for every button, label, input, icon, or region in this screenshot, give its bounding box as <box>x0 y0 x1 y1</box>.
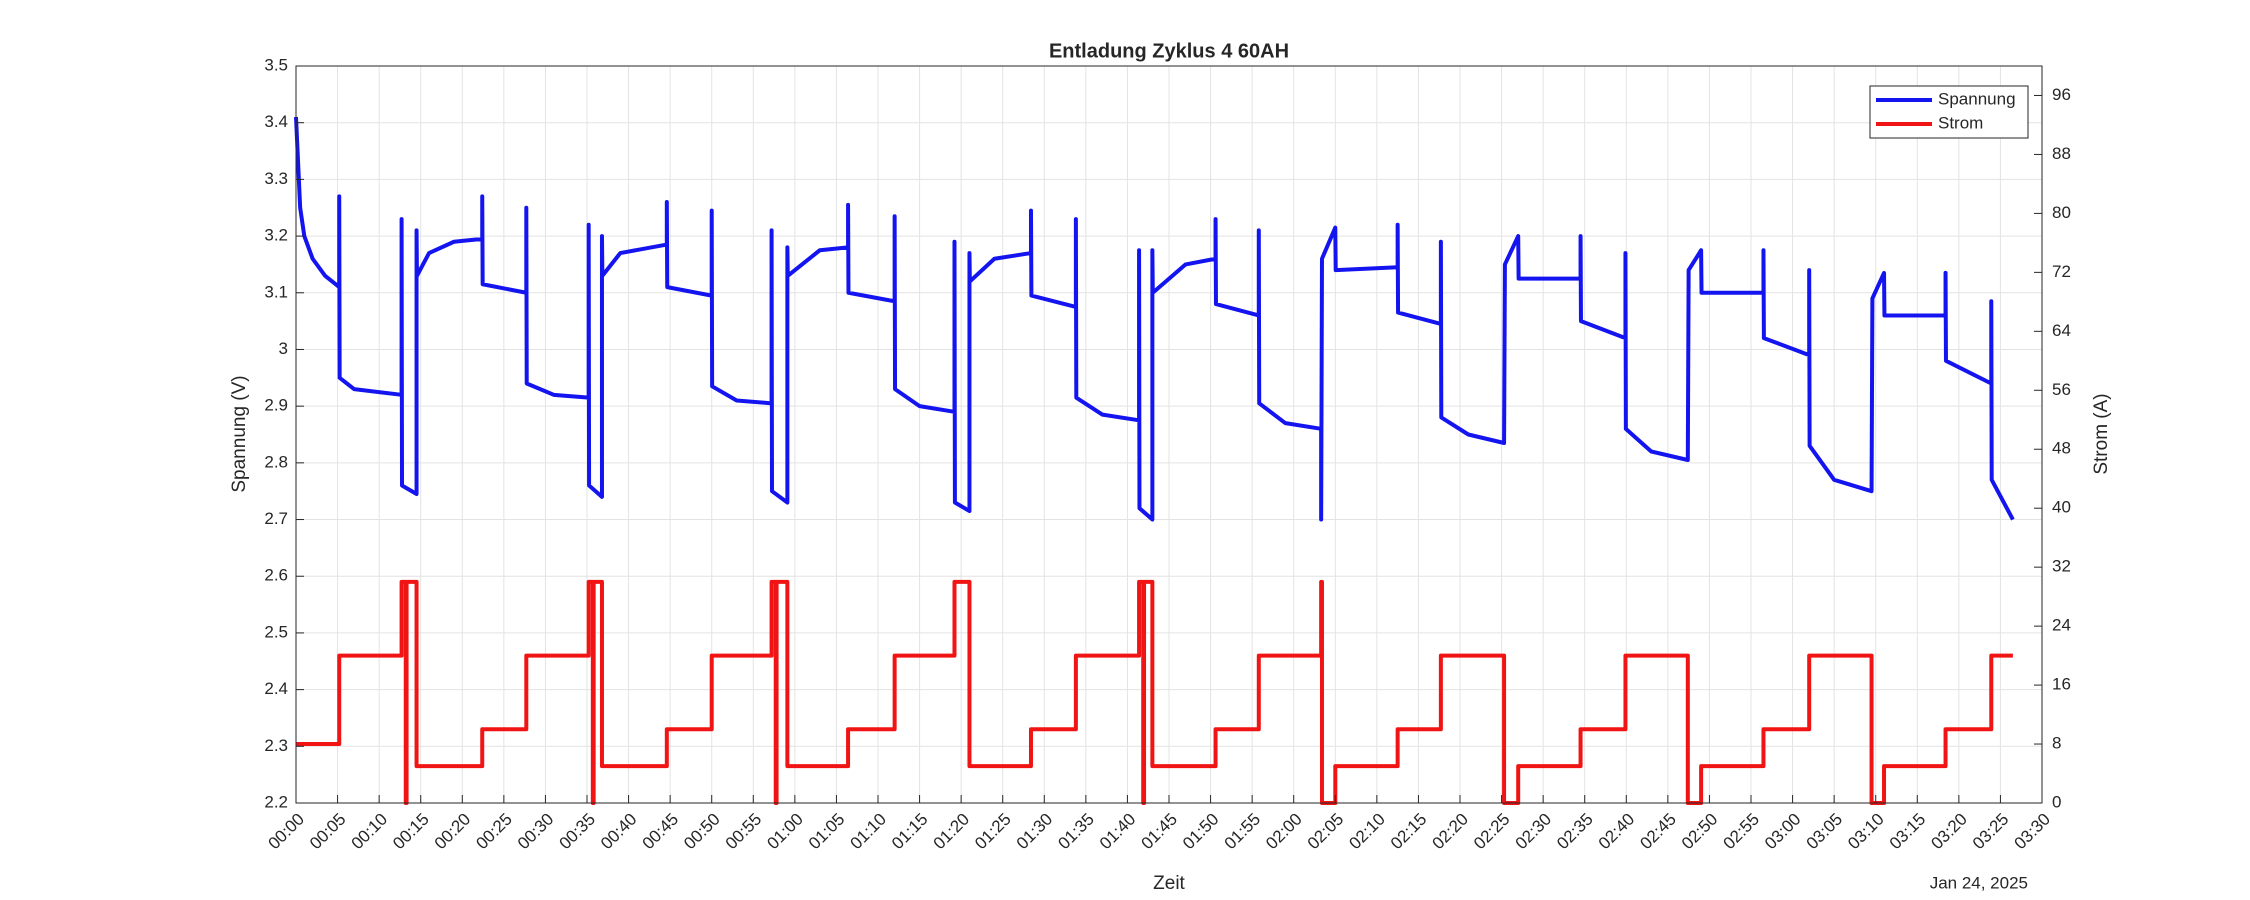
date-label: Jan 24, 2025 <box>1930 873 2028 892</box>
grid-layer <box>295 65 2043 804</box>
x-tick-label: 01:40 <box>1096 810 1140 854</box>
x-tick-label: 01:20 <box>930 810 974 854</box>
x-tick-label: 02:00 <box>1262 810 1306 854</box>
x-tick-label: 03:25 <box>1969 810 2013 854</box>
x-tick-label: 03:10 <box>1844 810 1888 854</box>
x-tick-label: 02:35 <box>1553 810 1597 854</box>
y2-tick-label: 32 <box>2052 557 2071 576</box>
x-tick-label: 01:55 <box>1221 810 1265 854</box>
y-tick-label: 3.2 <box>264 226 288 245</box>
x-tick-label: 00:05 <box>306 810 350 854</box>
y2-tick-label: 48 <box>2052 439 2071 458</box>
y2-tick-label: 40 <box>2052 498 2071 517</box>
x-tick-label: 03:20 <box>1927 810 1971 854</box>
data-layer <box>294 116 2015 805</box>
x-tick-label: 00:20 <box>431 810 475 854</box>
x-tick-label: 02:05 <box>1304 810 1348 854</box>
x-tick-label: 01:45 <box>1137 810 1181 854</box>
x-tick-label: 02:40 <box>1595 810 1639 854</box>
legend-box <box>1869 85 2029 139</box>
y2-tick-label: 88 <box>2052 144 2071 163</box>
x-axis-label: Zeit <box>1153 873 1185 894</box>
x-tick-label: 02:10 <box>1345 810 1389 854</box>
x-tick-label: 03:00 <box>1761 810 1805 854</box>
x-tick-label: 00:45 <box>639 810 683 854</box>
x-tick-label: 01:15 <box>888 810 932 854</box>
y-tick-label: 3 <box>279 339 288 358</box>
x-tick-label: 01:10 <box>846 810 890 854</box>
x-tick-label: 02:50 <box>1678 810 1722 854</box>
x-tick-label: 00:50 <box>680 810 724 854</box>
x-tick-label: 02:30 <box>1512 810 1556 854</box>
y2-tick-label: 24 <box>2052 616 2071 635</box>
y-tick-label: 3.4 <box>264 112 288 131</box>
x-tick-label: 03:05 <box>1803 810 1847 854</box>
x-tick-label: 01:35 <box>1054 810 1098 854</box>
x-tick-label: 00:40 <box>597 810 641 854</box>
plot-frame <box>295 65 2043 804</box>
x-tick-label: 00:00 <box>264 810 308 854</box>
y-tick-label: 2.5 <box>264 622 288 641</box>
data-line <box>296 579 2013 805</box>
x-tick-label: 00:25 <box>472 810 516 854</box>
y-tick-label: 3.5 <box>264 55 288 74</box>
x-tick-label: 01:00 <box>763 810 807 854</box>
data-line <box>294 116 2015 522</box>
y-tick-label: 2.2 <box>264 792 288 811</box>
x-tick-label: 00:10 <box>348 810 392 854</box>
y2-tick-label: 8 <box>2052 734 2061 753</box>
x-tick-label: 01:25 <box>971 810 1015 854</box>
y2-tick-label: 16 <box>2052 675 2071 694</box>
legend-label: Spannung <box>1938 89 2016 108</box>
y-tick-label: 3.1 <box>264 282 288 301</box>
y-tick-label: 2.8 <box>264 452 288 471</box>
x-tick-label: 02:20 <box>1428 810 1472 854</box>
x-tick-label: 03:15 <box>1886 810 1930 854</box>
x-tick-label: 00:55 <box>722 810 766 854</box>
y-axis-label: Spannung (V) <box>229 375 250 492</box>
axes-layer: 00:0000:0500:1000:1500:2000:2500:3000:35… <box>264 55 2071 853</box>
y-tick-label: 2.6 <box>264 566 288 585</box>
x-tick-label: 01:05 <box>805 810 849 854</box>
x-tick-label: 03:30 <box>2010 810 2054 854</box>
legend-label: Strom <box>1938 113 1983 132</box>
y2-axis-label: Strom (A) <box>2091 393 2112 474</box>
y2-tick-label: 80 <box>2052 203 2071 222</box>
x-tick-label: 00:30 <box>514 810 558 854</box>
chart-title: Entladung Zyklus 4 60AH <box>1049 40 1289 62</box>
x-tick-label: 02:55 <box>1719 810 1763 854</box>
y2-tick-label: 64 <box>2052 321 2071 340</box>
y-tick-label: 2.9 <box>264 396 288 415</box>
x-tick-label: 01:50 <box>1179 810 1223 854</box>
x-tick-label: 02:15 <box>1387 810 1431 854</box>
y-tick-label: 2.7 <box>264 509 288 528</box>
y2-tick-label: 72 <box>2052 262 2071 281</box>
y2-tick-label: 0 <box>2052 792 2061 811</box>
y2-tick-label: 56 <box>2052 380 2071 399</box>
y-tick-label: 2.3 <box>264 736 288 755</box>
legend-layer: Spannung Strom <box>1869 85 2029 139</box>
y-tick-label: 3.3 <box>264 169 288 188</box>
x-tick-label: 01:30 <box>1013 810 1057 854</box>
y-tick-label: 2.4 <box>264 679 288 698</box>
x-tick-label: 00:35 <box>555 810 599 854</box>
y2-tick-label: 96 <box>2052 85 2071 104</box>
x-tick-label: 00:15 <box>389 810 433 854</box>
x-tick-label: 02:25 <box>1470 810 1514 854</box>
x-tick-label: 02:45 <box>1636 810 1680 854</box>
